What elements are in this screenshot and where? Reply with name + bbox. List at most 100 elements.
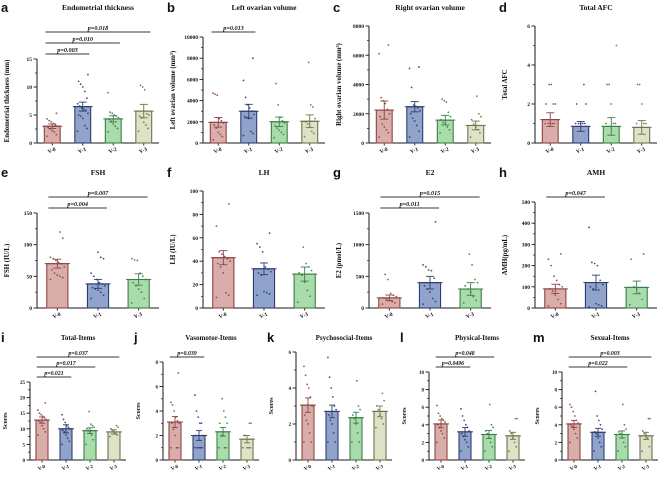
- svg-text:40: 40: [193, 259, 199, 265]
- svg-text:p=0.011: p=0.011: [399, 201, 420, 208]
- svg-text:5: 5: [29, 113, 32, 119]
- svg-text:V-2: V-2: [484, 465, 493, 473]
- bars: [541, 119, 651, 144]
- svg-text:2: 2: [289, 423, 292, 428]
- svg-text:p=0.037: p=0.037: [67, 351, 88, 357]
- y-axis-label: Left ovarian volume (mm³): [170, 51, 177, 130]
- x-axis-labels: V-0 V-1 V-3: [384, 312, 475, 321]
- svg-text:V-0: V-0: [37, 465, 46, 473]
- svg-text:4: 4: [156, 410, 159, 415]
- y-axis-label: LH (IU/L): [170, 234, 177, 264]
- svg-text:p=0.022: p=0.022: [587, 361, 607, 367]
- svg-text:8000: 8000: [187, 56, 198, 62]
- figure-row-3: i Total-Items 0 5 10 15 20 25 Scores V-0 V-1 V-2 V-3…: [0, 330, 666, 482]
- svg-text:V-2: V-2: [218, 465, 227, 473]
- error-bars: [542, 274, 650, 295]
- bar-V-3: [373, 410, 387, 461]
- svg-text:0: 0: [289, 459, 292, 464]
- panel-letter: e: [1, 165, 8, 180]
- x-axis-labels: V-0 V-1 V-2 V-3: [569, 465, 650, 473]
- svg-text:V-0: V-0: [303, 465, 312, 473]
- svg-text:V-0: V-0: [379, 147, 389, 156]
- scatter-points: [37, 402, 119, 446]
- bars: [168, 421, 254, 461]
- y-axis-label: Scores: [2, 412, 9, 430]
- bar-V-1: [325, 410, 339, 461]
- svg-text:20: 20: [20, 397, 26, 402]
- y-axis-label: E2 (pmol/L): [336, 243, 343, 278]
- svg-text:V-0: V-0: [213, 147, 223, 156]
- x-axis-labels: V-0 V-1 V-2 V-3: [545, 147, 647, 156]
- scatter-points: [49, 231, 147, 304]
- bars: [46, 263, 150, 309]
- bars: [567, 423, 653, 461]
- svg-text:V-0: V-0: [436, 465, 445, 473]
- svg-text:100: 100: [522, 285, 531, 291]
- x-axis-labels: V-0 V-1 V-2 V-3: [170, 465, 251, 473]
- error-bars: [376, 275, 484, 302]
- panel-title: Total-Items: [61, 334, 96, 342]
- panel-b: b Left ovarian volume 0 2000 4000 6000 8000 100…: [166, 0, 332, 165]
- svg-text:V-2: V-2: [274, 147, 284, 156]
- panel-letter: l: [400, 330, 404, 345]
- svg-text:5: 5: [23, 443, 26, 448]
- svg-text:0: 0: [29, 141, 32, 147]
- panel-letter: b: [167, 0, 175, 15]
- svg-text:V-3: V-3: [304, 147, 314, 156]
- bars: [35, 419, 121, 461]
- panel-title: Physical-Items: [455, 334, 499, 342]
- svg-text:0: 0: [422, 459, 425, 464]
- panel-d-chart: d Total AFC 0 2 4 6 Total AFC V-0 V-1 V-2 V-3: [499, 0, 657, 156]
- panel-i-chart: i Total-Items 0 5 10 15 20 25 Scores V-0 V-1 V-2 V-3…: [1, 330, 126, 473]
- svg-text:V-1: V-1: [460, 465, 469, 473]
- svg-text:V-1: V-1: [77, 147, 87, 156]
- svg-text:V-1: V-1: [425, 312, 435, 321]
- panel-g-chart: g E2 0 500 1000 1500 E2 (pmol/L) V-0 V-1 V-3 p=0.0…: [333, 165, 491, 321]
- svg-text:4: 4: [555, 424, 558, 429]
- svg-text:V-2: V-2: [606, 147, 616, 156]
- svg-text:V-2: V-2: [440, 147, 450, 156]
- svg-text:V-0: V-0: [170, 465, 179, 473]
- svg-text:V-2: V-2: [617, 465, 626, 473]
- panel-title: AMH: [587, 168, 605, 177]
- svg-text:p=0.003: p=0.003: [56, 47, 78, 54]
- significance-brackets: p=0.013: [211, 25, 256, 33]
- significance-brackets: p=0.004 p=0.007: [48, 190, 148, 209]
- svg-text:V-2: V-2: [351, 465, 360, 473]
- figure-row-2: e FSH 0 50 100 150 FSH (IU/L) V-0 V-1 V-3 p=0.004 p…: [0, 165, 666, 330]
- y-axis-label: Scores: [401, 407, 408, 425]
- figure-row-1: a Endometrial thickness 0 5 10 15 Endometrial …: [0, 0, 666, 165]
- panel-j: j Vasomotor-Items 0 2 4 6 8 Scores V-0 V-1 V-2 V-3 p…: [133, 330, 266, 482]
- svg-text:500: 500: [356, 274, 365, 280]
- panel-letter: c: [333, 0, 340, 15]
- svg-text:80: 80: [193, 212, 199, 218]
- svg-text:4000: 4000: [353, 83, 364, 89]
- bars: [301, 404, 387, 461]
- panel-h: h AMH 0 100 200 300 400 500 AMH(pg/mL) V-0 V-1 V-3 p…: [498, 165, 664, 330]
- panel-c: c Right ovarian volume 0 2000 4000 6000 8000 Ri…: [332, 0, 498, 165]
- svg-text:10: 10: [419, 371, 425, 376]
- svg-text:4: 4: [527, 63, 530, 69]
- x-axis-labels: V-0 V-1 V-3: [550, 312, 641, 321]
- svg-text:p=0.0496: p=0.0496: [441, 361, 464, 367]
- panel-letter: h: [499, 165, 507, 180]
- scatter-points: [170, 372, 252, 449]
- x-axis-labels: V-0 V-1 V-2 V-3: [379, 147, 481, 156]
- panel-d: d Total AFC 0 2 4 6 Total AFC V-0 V-1 V-2 V-3: [498, 0, 664, 165]
- panel-c-chart: c Right ovarian volume 0 2000 4000 6000 8000 Ri…: [333, 0, 491, 156]
- svg-text:V-1: V-1: [259, 312, 269, 321]
- svg-text:V-1: V-1: [593, 465, 602, 473]
- svg-text:6000: 6000: [353, 53, 364, 59]
- svg-text:0: 0: [527, 306, 530, 312]
- y-axis-label: Total AFC: [502, 69, 509, 99]
- panel-title: Psychosocial-Items: [316, 334, 373, 342]
- svg-text:p=0.010: p=0.010: [71, 36, 93, 43]
- panel-i: i Total-Items 0 5 10 15 20 25 Scores V-0 V-1 V-2 V-3…: [0, 330, 133, 482]
- panel-letter: a: [1, 0, 9, 15]
- svg-text:0: 0: [195, 306, 198, 312]
- x-axis-labels: V-0 V-1 V-3: [218, 312, 309, 321]
- significance-brackets: p=0.022 p=0.003: [568, 351, 652, 368]
- svg-text:2: 2: [156, 435, 159, 440]
- svg-text:400: 400: [522, 221, 531, 227]
